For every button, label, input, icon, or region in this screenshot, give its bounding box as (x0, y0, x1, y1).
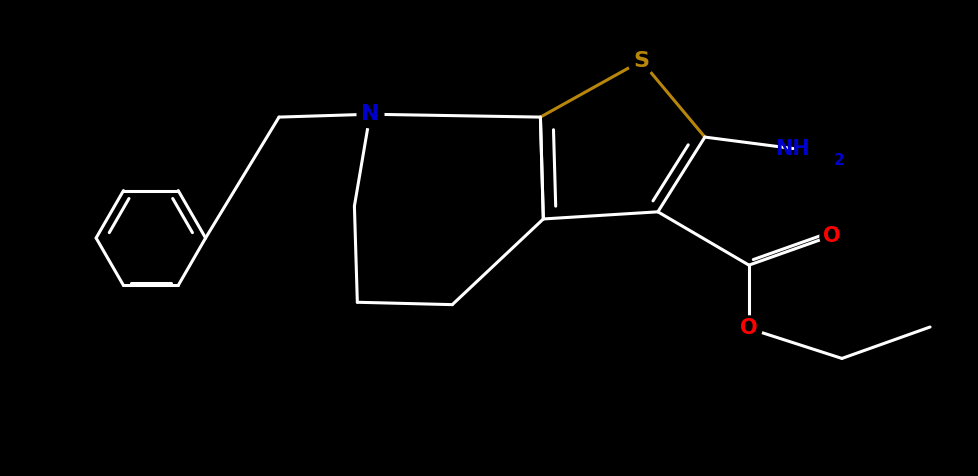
Text: 2: 2 (833, 153, 843, 168)
Text: S: S (633, 51, 648, 71)
Text: O: O (822, 226, 840, 246)
Text: O: O (739, 318, 757, 338)
Text: N: N (361, 104, 378, 124)
Text: NH: NH (775, 139, 810, 159)
